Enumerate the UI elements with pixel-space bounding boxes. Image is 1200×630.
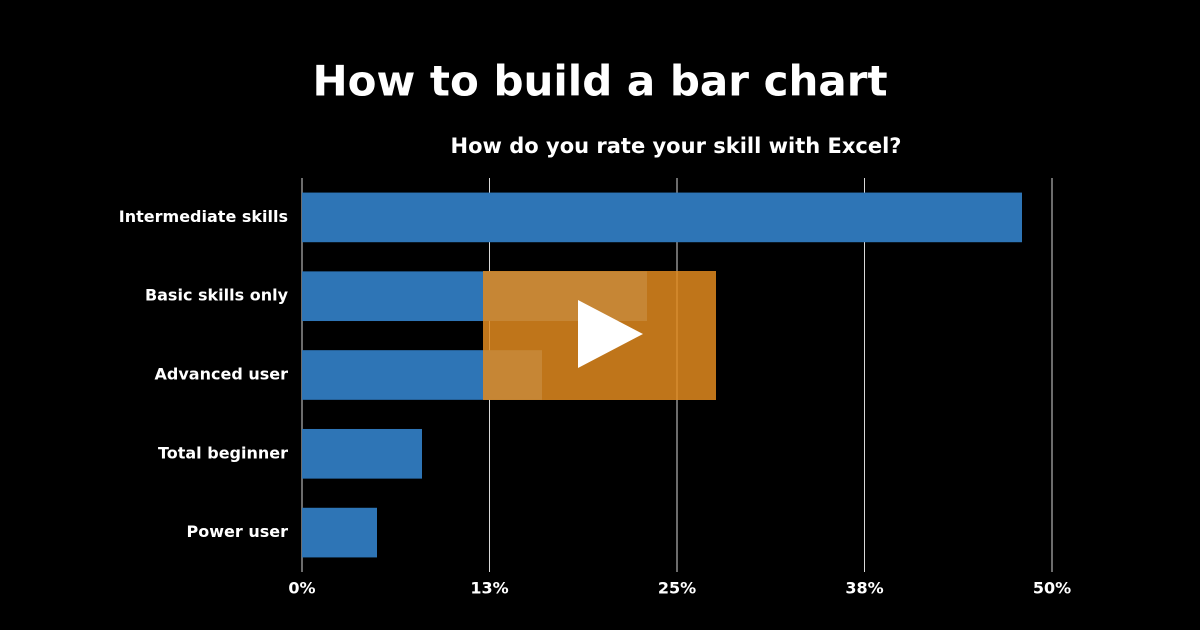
y-tick-label: Advanced user: [155, 365, 289, 384]
plot-area: 0% 13% 25% 38% 50% Intermediate skills Basic s…: [119, 178, 1071, 598]
y-tick-label: Total beginner: [158, 443, 288, 462]
y-tick-label: Power user: [187, 522, 289, 541]
x-tick-label: 13%: [470, 579, 508, 598]
bar: [302, 507, 377, 558]
bar: [302, 428, 422, 479]
play-button[interactable]: [483, 271, 716, 400]
x-tick-label: 0%: [288, 579, 315, 598]
x-tick-label: 38%: [845, 579, 883, 598]
page-title: How to build a bar chart: [312, 57, 887, 106]
bar: [302, 192, 1022, 243]
chart-title: How do you rate your skill with Excel?: [451, 134, 902, 158]
play-icon[interactable]: [578, 300, 643, 368]
x-tick-label: 50%: [1033, 579, 1071, 598]
y-tick-label: Basic skills only: [145, 286, 289, 305]
y-tick-label: Intermediate skills: [119, 207, 288, 226]
x-tick-label: 25%: [658, 579, 696, 598]
